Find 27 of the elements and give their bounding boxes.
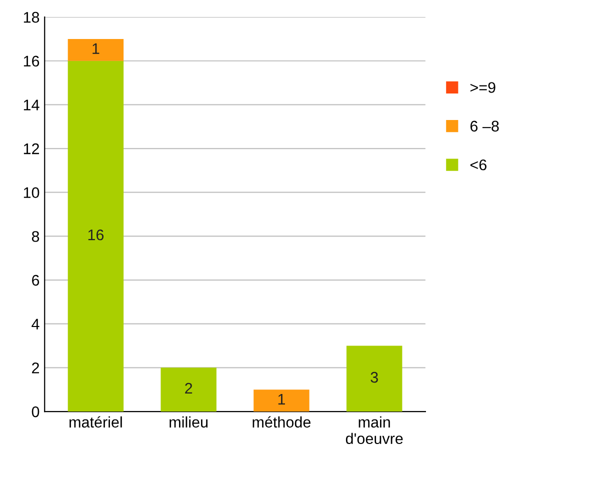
bar <box>160 368 216 412</box>
bar <box>254 390 310 412</box>
bar <box>68 60 124 412</box>
data-label: 2 <box>185 382 192 394</box>
y-tick-label: 2 <box>32 362 39 374</box>
data-label: 3 <box>370 372 378 383</box>
data-label: 1 <box>92 43 100 54</box>
y-tick-label: 0 <box>32 406 40 418</box>
y-tick-label: 14 <box>24 100 40 110</box>
legend-label: >=9 <box>470 82 496 93</box>
x-tick-label: méthode <box>252 416 311 428</box>
x-tick-label: main d'oeuvre <box>346 416 403 444</box>
y-tick-label: 10 <box>24 187 40 198</box>
x-tick-label: milieu <box>170 416 208 428</box>
y-tick-label: 12 <box>24 143 39 154</box>
bar <box>68 38 124 61</box>
bar <box>346 346 402 412</box>
y-tick-label: 8 <box>32 231 40 242</box>
x-tick-label: matériel <box>70 416 122 428</box>
y-tick-label: 16 <box>24 56 40 67</box>
legend-label: <6 <box>470 159 486 170</box>
data-label: 16 <box>88 229 104 240</box>
y-tick-label: 6 <box>32 274 40 286</box>
y-tick-label: 18 <box>24 12 40 23</box>
legend-label: 6 –8 <box>470 120 499 132</box>
y-tick-label: 4 <box>32 318 40 330</box>
data-label: 1 <box>278 394 285 405</box>
